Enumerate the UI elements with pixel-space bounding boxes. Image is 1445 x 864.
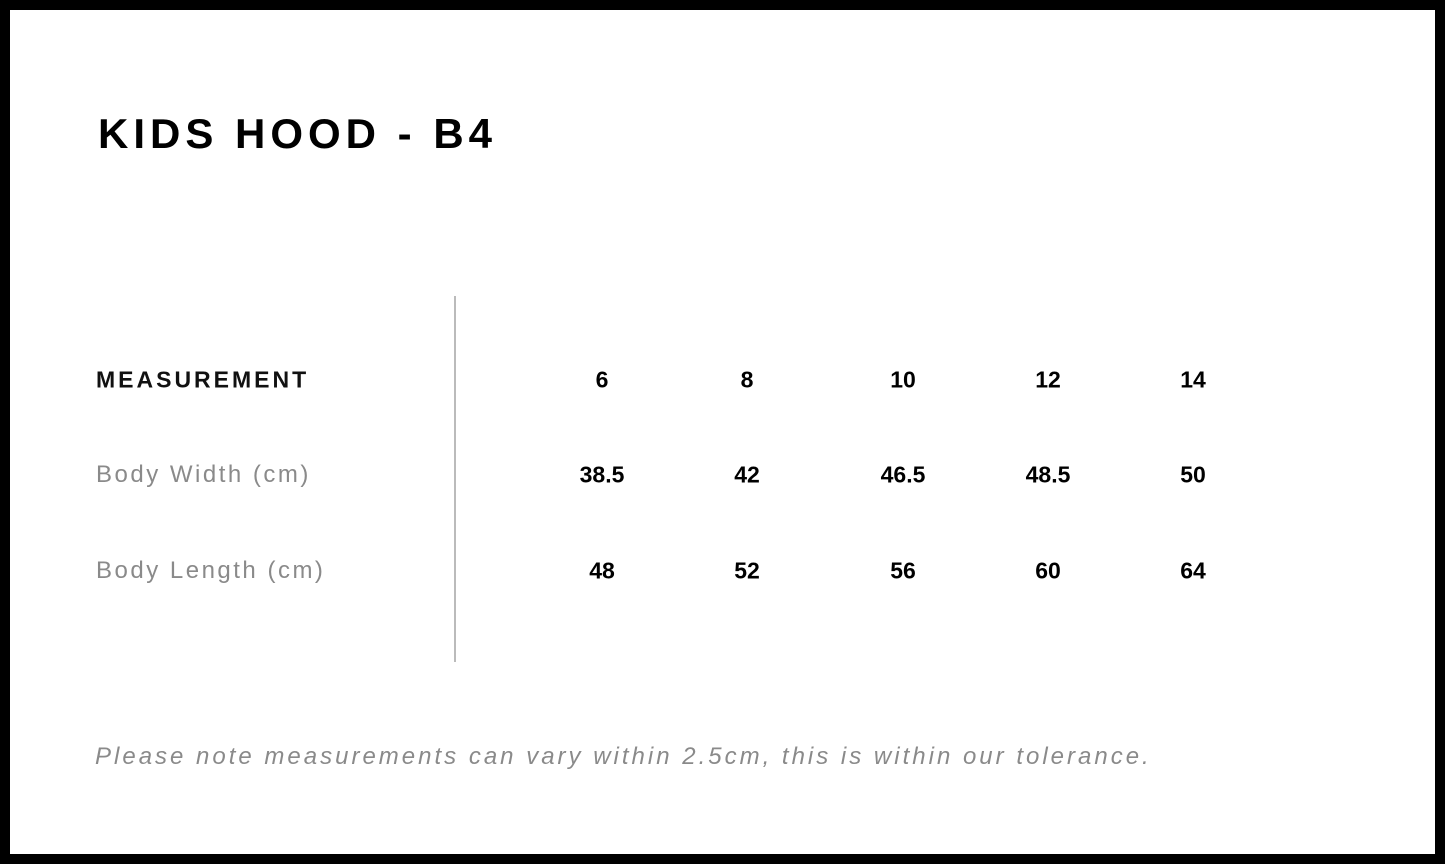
measurement-value: 56 xyxy=(890,557,916,584)
size-header: 10 xyxy=(890,366,916,393)
header-label: MEASUREMENT xyxy=(96,366,310,393)
measurement-value: 52 xyxy=(734,557,760,584)
size-header: 12 xyxy=(1035,366,1061,393)
measurement-value: 42 xyxy=(734,461,760,488)
size-header: 8 xyxy=(740,366,754,393)
title: KIDS HOOD - B4 xyxy=(98,110,498,157)
size-header: 14 xyxy=(1180,366,1206,393)
column-divider xyxy=(454,296,456,662)
measurement-value: 64 xyxy=(1180,557,1206,584)
tolerance-note: Please note measurements can vary within… xyxy=(95,743,1152,770)
measurement-value: 48 xyxy=(589,557,615,584)
size-header: 6 xyxy=(595,366,609,393)
measurement-value: 50 xyxy=(1180,461,1206,488)
measurement-value: 46.5 xyxy=(880,461,926,488)
row-label: Body Length (cm) xyxy=(96,557,326,584)
measurement-value: 38.5 xyxy=(579,461,625,488)
measurement-value: 48.5 xyxy=(1025,461,1071,488)
row-label: Body Width (cm) xyxy=(96,461,311,488)
measurement-value: 60 xyxy=(1035,557,1061,584)
